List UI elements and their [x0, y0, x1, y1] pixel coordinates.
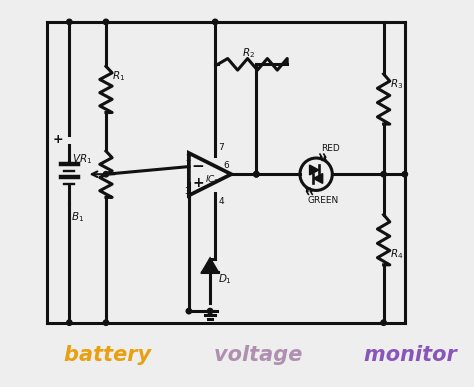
Circle shape — [186, 308, 191, 314]
Circle shape — [254, 171, 259, 177]
Text: $D_1$: $D_1$ — [218, 272, 232, 286]
Circle shape — [103, 320, 109, 325]
Polygon shape — [202, 259, 218, 272]
Circle shape — [67, 19, 72, 25]
Text: $B_1$: $B_1$ — [71, 210, 84, 224]
Text: 4: 4 — [218, 197, 224, 206]
Circle shape — [67, 320, 72, 325]
Text: 3: 3 — [184, 187, 190, 196]
Text: +: + — [53, 133, 63, 146]
Text: $VR_1$: $VR_1$ — [72, 152, 92, 166]
Text: RED: RED — [321, 144, 340, 153]
Bar — [47, 22, 405, 323]
Circle shape — [402, 171, 408, 177]
Text: $R_2$: $R_2$ — [242, 46, 255, 60]
Text: 6: 6 — [224, 161, 229, 170]
Text: $R_1$: $R_1$ — [112, 69, 125, 83]
Circle shape — [103, 171, 109, 177]
Text: −: − — [192, 159, 205, 174]
Text: $R_3$: $R_3$ — [391, 77, 404, 91]
Circle shape — [212, 19, 218, 25]
Circle shape — [381, 320, 386, 325]
Text: battery: battery — [64, 345, 158, 365]
Text: 7: 7 — [218, 142, 224, 152]
Polygon shape — [313, 173, 323, 183]
Text: GREEN: GREEN — [308, 196, 339, 205]
Text: $IC_1$: $IC_1$ — [205, 173, 219, 186]
Circle shape — [254, 171, 259, 177]
Text: 2: 2 — [185, 154, 191, 163]
Circle shape — [103, 19, 109, 25]
Circle shape — [207, 308, 213, 314]
Polygon shape — [310, 165, 319, 175]
Circle shape — [381, 171, 386, 177]
Text: +: + — [192, 176, 204, 190]
Text: voltage: voltage — [214, 345, 309, 365]
Text: monitor: monitor — [364, 345, 464, 365]
Text: $R_4$: $R_4$ — [391, 248, 404, 261]
